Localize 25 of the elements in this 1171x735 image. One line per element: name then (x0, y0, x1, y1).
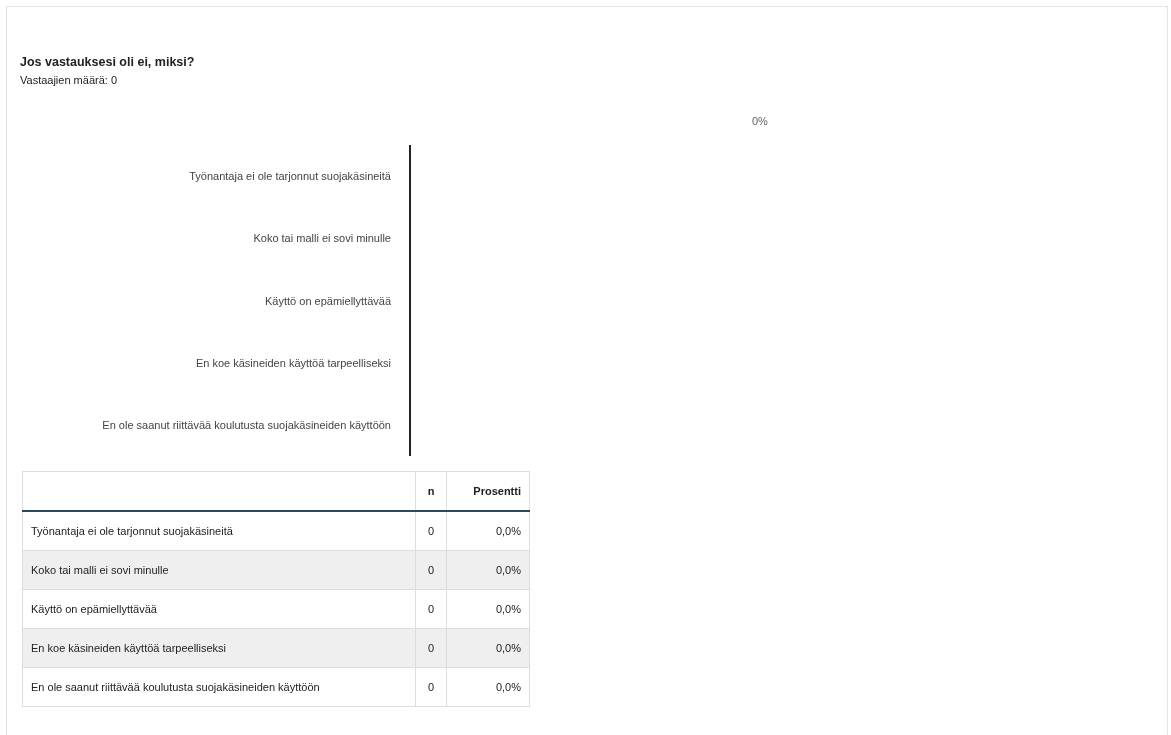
category-label: En koe käsineiden käyttöä tarpeelliseksi (22, 628, 416, 668)
category-label: Työnantaja ei ole tarjonnut suojakäsineitä (189, 170, 391, 183)
data-label: 0 (415, 628, 447, 668)
text: Prosentti (446, 471, 530, 511)
category-label: Työnantaja ei ole tarjonnut suojakäsineitä (22, 511, 416, 551)
data-label: 0 (415, 589, 447, 629)
data-label: 0 (415, 550, 447, 590)
category-label: Koko tai malli ei sovi minulle (253, 232, 391, 245)
data-label: 0 (415, 511, 447, 551)
category-label: Käyttö on epämiellyttävää (22, 589, 416, 629)
category-label: En ole saanut riittävää koulutusta suojakäsineiden käyttöön (102, 418, 391, 431)
text: n (415, 471, 447, 511)
text: Jos vastauksesi oli ei, miksi? (20, 55, 195, 69)
text: Vastaajien määrä: 0 (20, 74, 118, 86)
data-label: 0,0% (446, 550, 530, 590)
text: 0% (752, 115, 768, 127)
data-label: 0,0% (446, 589, 530, 629)
category-label: En ole saanut riittävää koulutusta suojakäsineiden käyttöön (22, 667, 416, 707)
data-label: 0,0% (446, 628, 530, 668)
data-label: 0 (415, 667, 447, 707)
data-label: 0,0% (446, 511, 530, 551)
data-label: 0,0% (446, 667, 530, 707)
category-label: Koko tai malli ei sovi minulle (22, 550, 416, 590)
category-label: En koe käsineiden käyttöä tarpeelliseksi (195, 356, 391, 369)
category-label: Käyttö on epämiellyttävää (265, 294, 391, 307)
